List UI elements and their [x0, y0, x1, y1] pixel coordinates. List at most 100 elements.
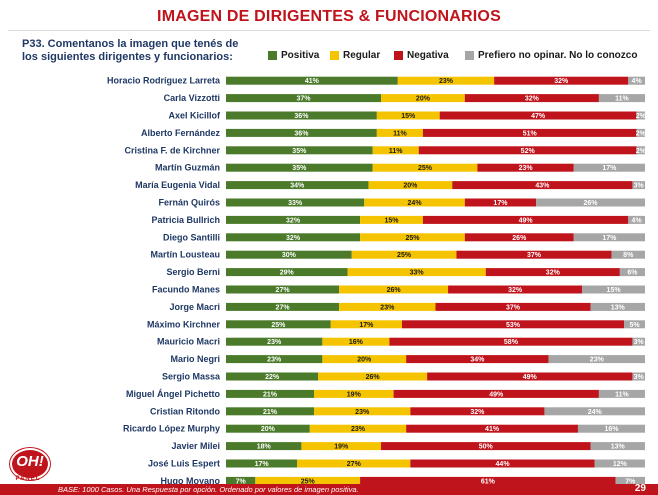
bar-no-opina-ricardo-lopez-murphy	[577, 424, 645, 433]
data-label-no-opina-jorge-macri: 13%	[611, 304, 626, 311]
data-label-regular-horacio-rodriguez-larreta: 23%	[439, 78, 454, 85]
data-label-no-opina-maria-eugenia-vidal: 3%	[634, 183, 645, 190]
legend-item-regular: Regular	[330, 50, 380, 61]
row-label-javier-milei: Javier Milei	[171, 441, 220, 451]
bar-positiva-patricia-bullrich	[226, 215, 361, 224]
bar-negativa-axel-kicillof	[439, 111, 637, 120]
bar-no-opina-miguel-angel-pichetto	[598, 389, 645, 398]
logo-text: OH!	[16, 453, 44, 470]
data-label-positiva-martin-lousteau: 30%	[282, 252, 297, 259]
bar-no-opina-alberto-fernandez	[636, 128, 645, 137]
bar-regular-martin-lousteau	[351, 250, 457, 259]
row-label-martin-guzman: Martín Guzmán	[155, 163, 220, 173]
legend-label-no-opina: Prefiero no opinar. No lo conozco	[478, 50, 638, 61]
bar-positiva-ricardo-lopez-murphy	[226, 424, 310, 433]
data-label-positiva-jose-luis-espert: 17%	[255, 461, 270, 468]
bar-no-opina-maria-eugenia-vidal	[632, 181, 645, 190]
row-label-cristina-f-de-kirchner: Cristina F. de Kirchner	[124, 145, 220, 155]
data-label-positiva-fernan-quiros: 33%	[288, 200, 303, 207]
bar-positiva-fernan-quiros	[226, 198, 365, 207]
data-label-positiva-sergio-massa: 22%	[265, 374, 280, 381]
bar-no-opina-martin-guzman	[573, 163, 645, 172]
bar-negativa-javier-milei	[381, 442, 591, 451]
bar-negativa-diego-santilli	[464, 233, 574, 242]
bar-positiva-miguel-angel-pichetto	[226, 389, 314, 398]
bar-positiva-maria-eugenia-vidal	[226, 181, 369, 190]
bar-no-opina-horacio-rodriguez-larreta	[628, 76, 645, 85]
data-label-positiva-cristian-ritondo: 21%	[263, 409, 278, 416]
data-label-negativa-sergio-berni: 32%	[546, 270, 561, 277]
bar-regular-carla-vizzotti	[381, 94, 465, 103]
data-label-regular-sergio-massa: 26%	[366, 374, 381, 381]
row-label-axel-kicillof: Axel Kicillof	[168, 111, 221, 121]
bar-regular-mario-negri	[322, 355, 407, 364]
bar-no-opina-mario-negri	[548, 355, 645, 364]
data-label-no-opina-cristian-ritondo: 24%	[588, 409, 603, 416]
data-label-positiva-facundo-manes: 27%	[276, 287, 291, 294]
bar-regular-cristina-f-de-kirchner	[372, 146, 419, 155]
data-label-negativa-martin-guzman: 23%	[519, 165, 534, 172]
bar-negativa-hugo-moyano	[360, 476, 616, 485]
data-label-negativa-ricardo-lopez-murphy: 41%	[485, 426, 500, 433]
bar-positiva-facundo-manes	[226, 285, 340, 294]
row-label-fernan-quiros: Fernán Quirós	[158, 198, 220, 208]
bar-no-opina-sergio-massa	[632, 372, 645, 381]
bar-regular-hugo-moyano	[255, 476, 361, 485]
bar-no-opina-facundo-manes	[582, 285, 645, 294]
data-label-no-opina-diego-santilli: 17%	[602, 235, 617, 242]
oh-panel-logo: OH! PANEL	[6, 446, 50, 486]
data-label-regular-mauricio-macri: 16%	[349, 339, 364, 346]
title-divider	[8, 30, 650, 31]
data-label-negativa-sergio-massa: 49%	[523, 374, 538, 381]
row-label-martin-lousteau: Martín Lousteau	[150, 250, 220, 260]
data-label-no-opina-patricia-bullrich: 4%	[632, 217, 643, 224]
data-label-positiva-jorge-macri: 27%	[276, 304, 291, 311]
bar-positiva-sergio-berni	[226, 268, 348, 277]
bar-no-opina-mauricio-macri	[632, 337, 645, 346]
data-label-regular-ricardo-lopez-murphy: 23%	[351, 426, 366, 433]
data-label-positiva-miguel-angel-pichetto: 21%	[263, 391, 278, 398]
data-label-negativa-mario-negri: 34%	[470, 357, 485, 364]
bar-regular-javier-milei	[301, 442, 382, 451]
page-title: IMAGEN DE DIRIGENTES & FUNCIONARIOS	[157, 8, 501, 25]
question-text: P33. Comentanos la imagen que tenés de l…	[22, 38, 239, 63]
data-label-negativa-patricia-bullrich: 49%	[519, 217, 534, 224]
data-label-no-opina-ricardo-lopez-murphy: 16%	[604, 426, 619, 433]
bar-regular-ricardo-lopez-murphy	[309, 424, 407, 433]
row-label-sergio-berni: Sergio Berni	[166, 267, 220, 277]
data-label-positiva-axel-kicillof: 36%	[294, 113, 309, 120]
data-label-negativa-fernan-quiros: 17%	[493, 200, 508, 207]
row-label-jose-luis-espert: José Luis Espert	[148, 459, 220, 469]
bar-negativa-cristian-ritondo	[410, 407, 545, 416]
logo-subtext: PANEL	[15, 476, 41, 482]
bar-no-opina-cristina-f-de-kirchner	[636, 146, 645, 155]
data-label-positiva-mauricio-macri: 23%	[267, 339, 282, 346]
legend-swatch-negativa	[394, 51, 403, 60]
data-label-negativa-javier-milei: 50%	[479, 444, 494, 451]
bar-regular-patricia-bullrich	[360, 215, 423, 224]
bar-no-opina-hugo-moyano	[615, 476, 645, 485]
bar-regular-martin-guzman	[372, 163, 478, 172]
legend-label-negativa: Negativa	[407, 50, 449, 61]
data-label-negativa-jose-luis-espert: 44%	[496, 461, 511, 468]
data-label-no-opina-axel-kicillof: 2%	[636, 113, 647, 120]
row-label-miguel-angel-pichetto: Miguel Ángel Pichetto	[126, 389, 221, 399]
bar-negativa-miguel-angel-pichetto	[393, 389, 599, 398]
row-label-jorge-macri: Jorge Macri	[169, 302, 220, 312]
bar-regular-maria-eugenia-vidal	[368, 181, 453, 190]
row-label-hugo-moyano: Hugo Moyano	[161, 476, 221, 486]
legend-item-no-opina: Prefiero no opinar. No lo conozco	[465, 50, 637, 61]
row-label-patricia-bullrich: Patricia Bullrich	[151, 215, 220, 225]
page-number: 29	[634, 483, 646, 494]
bar-negativa-mauricio-macri	[389, 337, 633, 346]
data-label-positiva-cristina-f-de-kirchner: 35%	[292, 148, 307, 155]
data-label-positiva-maximo-kirchner: 25%	[271, 322, 286, 329]
data-label-positiva-mario-negri: 23%	[267, 357, 282, 364]
bar-no-opina-jose-luis-espert	[594, 459, 645, 468]
data-label-negativa-martin-lousteau: 37%	[527, 252, 542, 259]
data-label-negativa-maximo-kirchner: 53%	[506, 322, 521, 329]
data-label-regular-sergio-berni: 33%	[410, 270, 425, 277]
legend-label-positiva: Positiva	[281, 50, 320, 61]
bar-no-opina-martin-lousteau	[611, 250, 645, 259]
data-label-positiva-javier-milei: 18%	[257, 444, 272, 451]
